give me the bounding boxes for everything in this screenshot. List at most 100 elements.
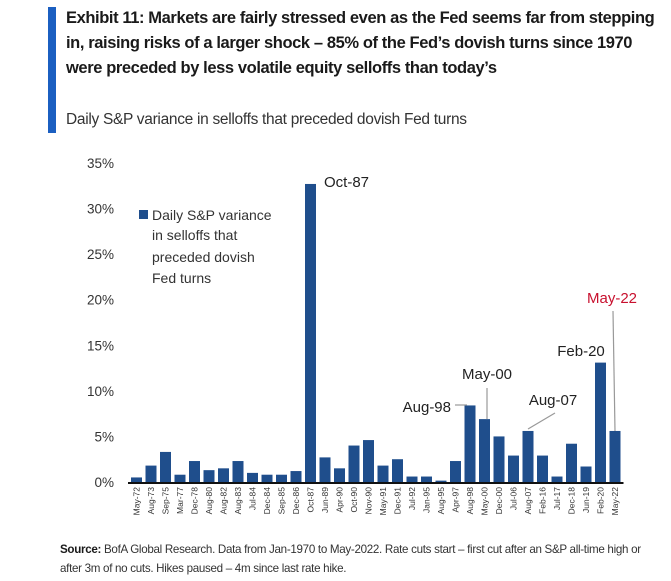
bar — [479, 419, 490, 482]
legend-line: Daily S&P variance — [152, 207, 272, 223]
x-tick-label: Jan-95 — [422, 487, 432, 513]
annotation-label: May-22 — [587, 290, 637, 307]
x-tick-label: Dec-86 — [291, 487, 301, 515]
x-tick-label: Aug-07 — [523, 487, 533, 515]
x-tick-label: Sep-75 — [161, 487, 171, 515]
x-tick-label: Aug-95 — [436, 487, 446, 515]
bar — [435, 480, 447, 482]
x-tick-label: Oct-87 — [306, 487, 316, 513]
y-tick-label: 10% — [87, 384, 114, 399]
x-tick-label: Jul-06 — [509, 487, 519, 510]
bar — [363, 440, 374, 482]
bar — [174, 474, 186, 482]
annotations: Oct-87 Aug-98 May-00 Aug-07 Feb-20 May-22 — [324, 174, 637, 431]
x-tick-label: Aug-82 — [219, 487, 229, 515]
source-label: Source: — [60, 543, 102, 556]
bar — [609, 430, 621, 482]
bar — [145, 465, 157, 482]
bar — [595, 362, 606, 482]
bar — [160, 451, 171, 482]
x-tick-label: Jul-92 — [407, 487, 417, 510]
y-tick-label: 20% — [87, 293, 114, 308]
annotation-label: Oct-87 — [324, 174, 369, 191]
x-tick-label: Jun-89 — [320, 487, 330, 513]
x-tick-label: Sep-85 — [277, 487, 287, 515]
y-axis: 0% 5% 10% 15% 20% 25% 30% 35% — [87, 156, 114, 490]
y-tick-label: 35% — [87, 156, 114, 171]
annotation-leader-line — [527, 412, 556, 430]
bar — [290, 471, 302, 482]
bars — [131, 183, 621, 482]
annotation-label: Aug-98 — [403, 399, 451, 416]
x-tick-label: Oct-90 — [349, 487, 359, 513]
x-tick-label: Jul-84 — [248, 487, 258, 510]
bar — [247, 472, 258, 482]
bar — [406, 476, 418, 482]
y-tick-label: 25% — [87, 247, 114, 262]
bar — [319, 457, 331, 482]
legend-line: in selloffs that — [152, 227, 237, 243]
bar — [305, 183, 316, 482]
bar-chart: 0% 5% 10% 15% 20% 25% 30% 35% May-72 Aug-73 Sep-7… — [87, 156, 637, 516]
bar — [421, 476, 432, 482]
bar — [493, 436, 505, 482]
x-tick-label: Dec-91 — [393, 487, 403, 515]
bar — [537, 455, 548, 482]
annotation-label: Aug-07 — [529, 392, 577, 409]
bar — [392, 459, 403, 482]
x-tick-label: Mar-77 — [175, 487, 185, 514]
source-note: Source: BofA Global Research. Data from … — [60, 540, 665, 578]
chart-subtitle: Daily S&P variance in selloffs that prec… — [66, 111, 467, 128]
x-tick-label: May-91 — [378, 487, 388, 516]
legend-swatch — [139, 210, 148, 219]
x-tick-label: Apr-90 — [335, 487, 345, 513]
x-tick-label: Jul-17 — [552, 487, 562, 510]
bar — [522, 430, 534, 482]
bar — [464, 405, 476, 482]
x-tick-label: Dec-84 — [262, 487, 272, 515]
annotation-label: May-00 — [462, 366, 512, 383]
legend: Daily S&P variance in selloffs that prec… — [139, 207, 272, 286]
legend-line: Fed turns — [152, 270, 211, 286]
x-tick-label: Aug-80 — [204, 487, 214, 515]
x-tick-label: May-22 — [610, 487, 620, 516]
bar — [131, 477, 142, 482]
x-tick-label: Feb-20 — [596, 487, 606, 514]
chart-title: Exhibit 11: Markets are fairly stressed … — [66, 9, 655, 77]
x-tick-label: Dec-18 — [567, 487, 577, 515]
bar — [334, 468, 345, 482]
x-tick-label: Aug-83 — [233, 487, 243, 515]
bar — [348, 445, 360, 482]
annotation-label: Feb-20 — [557, 343, 605, 360]
y-tick-label: 5% — [94, 429, 114, 444]
bar — [276, 474, 287, 482]
x-tick-label: Aug-98 — [465, 487, 475, 515]
bar — [377, 465, 389, 482]
x-tick-label: Nov-90 — [364, 487, 374, 515]
bar — [551, 476, 563, 482]
x-tick-label: May-72 — [132, 487, 142, 516]
accent-bar — [48, 7, 56, 133]
x-axis: May-72 Aug-73 Sep-75 Mar-77 Dec-78 Aug-80 Aug-… — [132, 487, 621, 516]
bar — [203, 470, 215, 482]
x-tick-label: Dec-00 — [494, 487, 504, 515]
y-tick-label: 30% — [87, 202, 114, 217]
bar — [508, 455, 519, 482]
x-tick-label: Aug-73 — [146, 487, 156, 515]
legend-line: preceded dovish — [152, 249, 255, 265]
bar — [450, 461, 461, 482]
y-tick-label: 0% — [94, 475, 114, 490]
source-text: BofA Global Research. Data from Jan-1970… — [60, 543, 641, 575]
bar — [261, 474, 273, 482]
bar — [232, 461, 244, 482]
x-tick-label: May-00 — [480, 487, 490, 516]
bar — [189, 461, 200, 482]
x-tick-label: Jun-19 — [581, 487, 591, 513]
bar — [580, 466, 592, 482]
annotation-leader-line — [612, 310, 616, 431]
x-tick-label: Feb-16 — [538, 487, 548, 514]
y-tick-label: 15% — [87, 338, 114, 353]
bar — [218, 468, 229, 482]
bar — [566, 443, 577, 482]
x-tick-label: Apr-97 — [451, 487, 461, 513]
